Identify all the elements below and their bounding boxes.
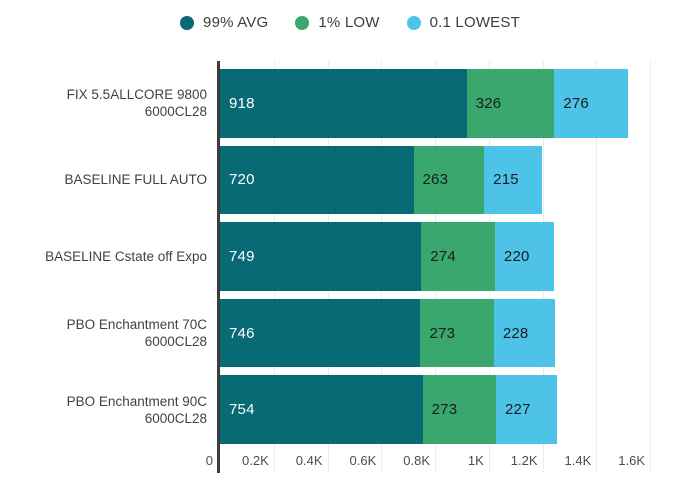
bar-segment[interactable]: 754 [220, 375, 423, 444]
x-axis-tick-label: 1K [467, 453, 484, 468]
bar-value-label: 215 [493, 171, 519, 189]
bar-value-label: 273 [429, 324, 456, 342]
bar-segment[interactable]: 215 [484, 145, 542, 215]
category-label: PBO Enchantment 90C 6000CL28 [66, 393, 207, 426]
x-axis-tick-label: 0.6K [349, 453, 377, 468]
bar-row: 720 263 215 [220, 145, 542, 215]
x-axis-tick-label: 1.2K [510, 453, 538, 468]
x-axis-tick-label: 0.4K [295, 453, 323, 468]
legend-color-dot [406, 15, 421, 30]
bar-segment[interactable]: 746 [220, 298, 421, 368]
category-label: BASELINE Cstate off Expo [45, 248, 207, 264]
bar-segment[interactable]: 326 [466, 69, 555, 138]
bar-value-label: 274 [430, 247, 456, 265]
x-axis-tick-label: 0.8K [403, 453, 430, 468]
legend-item[interactable]: 99% AVG [180, 14, 268, 31]
bar-value-label: 720 [229, 171, 255, 189]
bar-segment[interactable]: 276 [554, 69, 629, 138]
bar-segment[interactable]: 227 [495, 375, 557, 444]
bar-value-label: 273 [431, 401, 458, 419]
gridline [650, 61, 651, 473]
bar-value-label: 220 [503, 247, 530, 265]
bar-row: 918 326 276 [220, 69, 629, 138]
y-axis-line [217, 61, 220, 473]
bar-segment[interactable]: 263 [413, 145, 485, 215]
gridline [596, 61, 598, 473]
chart-legend: 99% AVG 1% LOW 0.1 LOWEST [0, 14, 700, 31]
bar-segment[interactable]: 720 [220, 145, 414, 215]
legend-label: 0.1 LOWEST [429, 14, 520, 31]
bar-value-label: 227 [504, 401, 531, 419]
bar-row: 754 273 227 [220, 375, 557, 444]
bar-row: 749 274 220 [220, 222, 555, 291]
x-axis-tick-label: 0 [205, 453, 213, 468]
bar-value-label: 918 [229, 94, 255, 112]
bar-segment[interactable]: 220 [494, 222, 555, 291]
category-label: PBO Enchantment 70C 6000CL28 [66, 317, 207, 350]
bar-value-label: 326 [475, 94, 502, 112]
legend-color-dot [180, 15, 195, 30]
bar-value-label: 749 [229, 247, 255, 265]
bar-row: 746 273 228 [220, 298, 556, 368]
bar-value-label: 754 [229, 401, 255, 419]
legend-item[interactable]: 0.1 LOWEST [406, 14, 520, 31]
x-axis-tick-label: 1.4K [564, 453, 592, 468]
category-label: FIX 5.5ALLCORE 9800 6000CL28 [66, 87, 207, 120]
bar-value-label: 276 [563, 94, 589, 112]
x-axis-tick-label: 0.2K [242, 453, 269, 468]
bar-segment[interactable]: 228 [493, 298, 556, 368]
bar-segment[interactable]: 749 [220, 222, 422, 291]
category-label: BASELINE FULL AUTO [64, 172, 207, 188]
bar-segment[interactable]: 273 [420, 298, 494, 368]
legend-label: 1% LOW [318, 14, 380, 31]
bar-value-label: 228 [502, 324, 529, 342]
bar-value-label: 263 [422, 171, 449, 189]
bar-segment[interactable]: 274 [421, 222, 495, 291]
legend-item[interactable]: 1% LOW [295, 14, 379, 31]
bar-segment[interactable]: 918 [220, 69, 467, 138]
bar-value-label: 746 [229, 324, 255, 342]
bar-segment[interactable]: 273 [422, 375, 496, 444]
legend-color-dot [295, 15, 310, 30]
legend-label: 99% AVG [203, 14, 269, 31]
x-axis-tick-label: 1.6K [618, 453, 645, 468]
